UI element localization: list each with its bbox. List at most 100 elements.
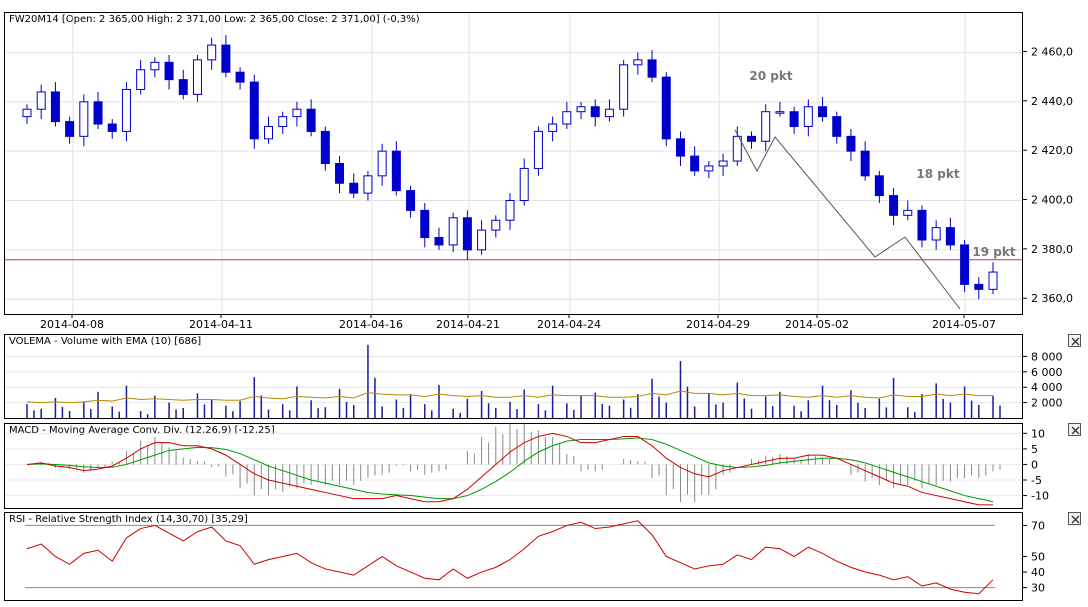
candle-body bbox=[732, 135, 742, 162]
price-y-tick-label: 2 380,0 bbox=[1031, 243, 1073, 256]
candle-body bbox=[192, 59, 202, 95]
rsi-y-tick-label: 40 bbox=[1031, 566, 1045, 579]
candle-body bbox=[292, 108, 302, 118]
price-x-tick-label: 2014-04-11 bbox=[189, 318, 253, 331]
candle-body bbox=[349, 182, 359, 194]
candle-body bbox=[775, 111, 785, 114]
rsi-y-tick-label: 70 bbox=[1031, 519, 1045, 532]
candle-body bbox=[903, 209, 913, 216]
candle-body bbox=[562, 111, 572, 125]
candle-body bbox=[150, 61, 160, 71]
candle-body bbox=[604, 108, 614, 118]
candle-body bbox=[931, 227, 941, 241]
volume-y-tick-label: 8 000 bbox=[1031, 350, 1063, 363]
zigzag-line bbox=[734, 129, 961, 310]
rsi-line bbox=[26, 520, 994, 595]
candle-body bbox=[278, 116, 288, 127]
candle-body bbox=[988, 271, 998, 290]
candle-body bbox=[377, 150, 387, 177]
candle-body bbox=[121, 88, 131, 132]
candle-body bbox=[93, 101, 103, 125]
price-pane-title: FW20M14 [Open: 2 365,00 High: 2 371,00 L… bbox=[9, 14, 420, 25]
candle-body bbox=[974, 283, 984, 290]
candle-body bbox=[803, 106, 813, 127]
candle-body bbox=[548, 123, 558, 132]
candle-body bbox=[221, 44, 231, 73]
close-icon bbox=[1071, 515, 1080, 524]
volume-chart bbox=[5, 344, 1022, 418]
candle-body bbox=[519, 167, 529, 202]
candle-body bbox=[320, 130, 330, 164]
candle-body bbox=[391, 150, 401, 192]
candle-body bbox=[533, 130, 543, 169]
macd-y-tick-label: 5 bbox=[1031, 443, 1038, 456]
candle-body bbox=[36, 91, 46, 110]
candle-body bbox=[647, 59, 657, 78]
candle-body bbox=[718, 160, 728, 167]
close-icon bbox=[1071, 337, 1080, 346]
volume-ema-line bbox=[26, 390, 993, 404]
candle-body bbox=[65, 121, 75, 137]
candle-body bbox=[79, 101, 89, 137]
price-x-tick-label: 2014-04-21 bbox=[436, 318, 500, 331]
rsi-close-button[interactable] bbox=[1068, 512, 1081, 525]
candle-body bbox=[420, 209, 430, 239]
candle-body bbox=[136, 69, 146, 90]
rsi-chart bbox=[25, 520, 995, 595]
candle-body bbox=[235, 71, 245, 83]
candle-body bbox=[789, 111, 799, 127]
volume-close-button[interactable] bbox=[1068, 334, 1081, 347]
candle-body bbox=[832, 116, 842, 137]
candle-body bbox=[889, 195, 899, 216]
candle-body bbox=[164, 61, 174, 81]
macd-line bbox=[26, 432, 993, 506]
macd-y-tick-label: 10 bbox=[1031, 427, 1045, 440]
close-icon bbox=[1071, 426, 1080, 435]
price-y-tick-label: 2 440,0 bbox=[1031, 95, 1073, 108]
volume-pane: VOLEMA - Volume with EMA (10) [686] bbox=[4, 334, 1023, 419]
volume-y-tick-label: 6 000 bbox=[1031, 366, 1063, 379]
annotation-18pkt: 18 pkt bbox=[916, 167, 959, 181]
candle-body bbox=[477, 229, 487, 251]
candle-body bbox=[50, 91, 60, 123]
rsi-y-axis: 70 50 40 30 bbox=[1023, 519, 1045, 595]
price-x-tick-label: 2014-04-24 bbox=[537, 318, 601, 331]
candle-body bbox=[846, 135, 856, 152]
candle-body bbox=[619, 64, 629, 110]
macd-close-button[interactable] bbox=[1068, 423, 1081, 436]
price-y-tick-label: 2 360,0 bbox=[1031, 292, 1073, 305]
price-x-axis: 2014-04-08 2014-04-11 2014-04-16 2014-04-21… bbox=[40, 315, 996, 331]
macd-y-tick-label: 0 bbox=[1031, 458, 1038, 471]
price-y-tick-label: 2 420,0 bbox=[1031, 144, 1073, 157]
volume-y-tick-label: 2 000 bbox=[1031, 397, 1063, 410]
candle-body bbox=[448, 217, 458, 246]
candle-body bbox=[363, 175, 373, 194]
annotation-19pkt: 19 pkt bbox=[972, 245, 1015, 259]
candle-body bbox=[675, 138, 685, 157]
price-y-tick-label: 2 400,0 bbox=[1031, 194, 1073, 207]
volume-pane-title: VOLEMA - Volume with EMA (10) [686] bbox=[9, 336, 202, 347]
candle-body bbox=[406, 190, 416, 211]
price-y-tick-label: 2 460,0 bbox=[1031, 45, 1073, 58]
candle-body bbox=[335, 163, 345, 184]
macd-y-tick-label: -10 bbox=[1031, 490, 1049, 503]
candle-body bbox=[704, 165, 714, 172]
candle-body bbox=[661, 76, 671, 140]
candle-body bbox=[207, 44, 217, 61]
candle-body bbox=[505, 200, 515, 221]
macd-y-axis: 10 5 0 -5 -10 bbox=[1023, 427, 1049, 503]
candle-body bbox=[107, 123, 117, 132]
candle-body bbox=[249, 81, 259, 140]
candle-body bbox=[945, 227, 955, 246]
price-chart: 20 pkt 18 pkt 19 pkt bbox=[5, 13, 1022, 314]
annotation-20pkt: 20 pkt bbox=[749, 69, 792, 83]
macd-y-tick-label: -5 bbox=[1031, 474, 1042, 487]
price-x-tick-label: 2014-05-02 bbox=[785, 318, 849, 331]
rsi-pane: RSI - Relative Strength Index (14,30,70)… bbox=[4, 512, 1023, 601]
candle-body bbox=[576, 106, 586, 113]
macd-pane-title: MACD - Moving Average Conv. Div. (12,26,… bbox=[9, 425, 275, 436]
candle-body bbox=[960, 244, 970, 285]
candle-body bbox=[178, 79, 188, 95]
candle-body bbox=[462, 217, 472, 251]
candle-body bbox=[22, 108, 32, 118]
